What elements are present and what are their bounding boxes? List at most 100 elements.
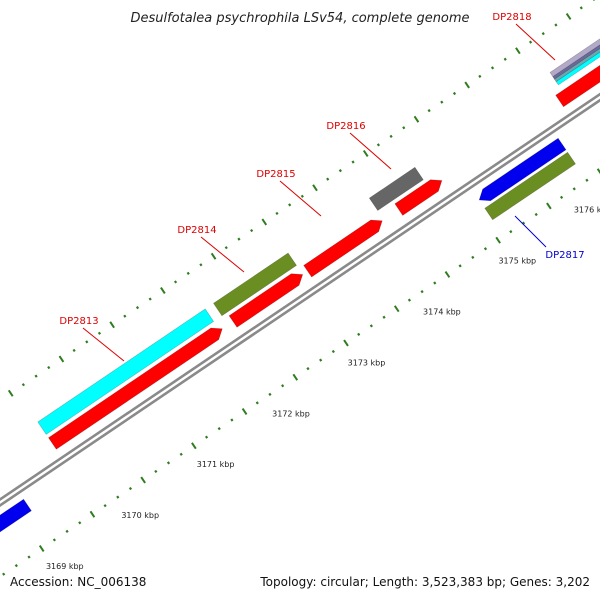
inner-tick-mark [471,255,475,259]
inner-tick-mark [89,510,96,518]
inner-tick-mark [128,486,133,491]
kbp-tick-label: 3175 kbp [498,257,536,266]
outer-tick-mark [478,74,482,79]
outer-tick-mark [554,23,558,27]
inner-tick-mark [433,281,437,285]
topology-summary: Topology: circular; Length: 3,523,383 bp… [259,575,590,589]
inner-tick-mark [103,504,107,508]
feature-block[interactable] [213,252,297,317]
feature-block[interactable] [549,0,600,78]
cds-block[interactable] [48,327,223,450]
outer-tick-mark [186,271,190,275]
outer-tick-mark [362,150,369,157]
inner-tick-mark [179,452,183,456]
kbp-tick-label: 3171 kbp [197,460,235,469]
feature-block[interactable] [368,166,424,211]
outer-tick-mark [210,252,217,260]
outer-tick-mark [237,237,241,241]
gene-layer[interactable] [0,0,600,536]
backbone-line [0,98,600,508]
inner-tick-mark [444,271,451,278]
gene-leader-line [279,180,322,217]
outer-tick-mark [7,389,14,397]
inner-tick-mark [319,358,323,362]
inner-tick-mark [407,298,411,302]
outer-tick-mark [326,177,330,181]
feature-block[interactable] [37,308,215,435]
inner-tick-mark [306,367,310,371]
outer-tick-mark [160,287,166,294]
gene-label-dp2816[interactable]: DP2816 [326,121,365,132]
kbp-tick-label: 3172 kbp [272,409,310,418]
gene-leader-line [200,236,245,273]
reverse-cds-block[interactable] [478,137,567,202]
gene-label-dp2815[interactable]: DP2815 [256,169,295,180]
feature-block[interactable] [484,151,576,221]
outer-tick-mark [261,218,268,226]
inner-tick-mark [382,315,386,319]
cds-block[interactable] [555,23,600,108]
inner-tick-mark [204,435,209,439]
outer-tick-mark [338,168,342,173]
gene-label-dp2817[interactable]: DP2817 [545,250,584,261]
inner-tick-mark [140,476,146,484]
outer-tick-mark [312,184,318,192]
outer-tick-mark [123,314,127,318]
label-layer: 3169 kbp 3170 kbp 3171 kbp 3172 kbp 3173 kbp… [46,12,600,571]
kbp-tick-label: 3170 kbp [121,511,159,520]
outer-tick-mark [452,91,457,96]
inner-tick-mark [154,469,158,474]
gene-label-dp2818[interactable]: DP2818 [492,12,531,23]
inner-tick-mark [521,221,526,225]
inner-tick-mark [255,401,259,405]
inner-tick-mark [14,564,18,568]
cds-block[interactable] [228,273,304,328]
inner-tick-mark [495,236,501,244]
outer-tick-mark [464,81,470,89]
inner-tick-mark [166,461,171,465]
inner-tick-mark [281,384,285,388]
inner-tick-mark [509,230,513,234]
outer-tick-mark [490,66,495,70]
outer-tick-mark [47,365,51,370]
gene-leader-line [514,215,547,248]
outer-tick-mark [413,115,420,123]
inner-tick-mark [78,521,82,525]
inner-tick-mark [559,195,564,200]
outer-tick-mark [224,246,228,250]
backbone-layer [0,92,600,508]
outer-tick-mark [97,331,102,335]
outer-tick-mark [579,6,583,10]
kbp-tick-label: 3169 kbp [46,562,84,571]
inner-tick-mark [2,572,6,576]
outer-tick-mark [21,383,25,387]
cds-block[interactable] [303,219,383,278]
inner-tick-mark [38,545,45,552]
kbp-tick-label: 3176 kbp [574,206,600,215]
outer-tick-mark [541,31,545,36]
inner-tick-mark [268,392,272,396]
gene-label-dp2813[interactable]: DP2813 [59,316,98,327]
feature-block[interactable] [553,6,600,83]
outer-tick-mark [173,280,178,284]
inner-tick-mark [241,408,248,415]
outer-tick-mark [288,203,292,207]
inner-tick-mark [230,418,234,422]
outer-tick-mark [135,306,140,310]
inner-tick-mark [585,178,589,182]
cds-block[interactable] [394,179,443,216]
outer-tick-mark [275,211,279,216]
inner-tick-mark [572,187,576,191]
outer-tick-mark [109,321,115,329]
inner-tick-mark [357,332,361,337]
feature-block[interactable] [555,9,600,86]
outer-tick-mark [389,134,393,138]
gene-label-dp2814[interactable]: DP2814 [177,225,216,236]
outer-tick-mark [58,355,65,363]
feature-block[interactable] [552,4,600,80]
reverse-cds-block[interactable] [0,498,32,534]
inner-tick-mark [546,202,552,210]
